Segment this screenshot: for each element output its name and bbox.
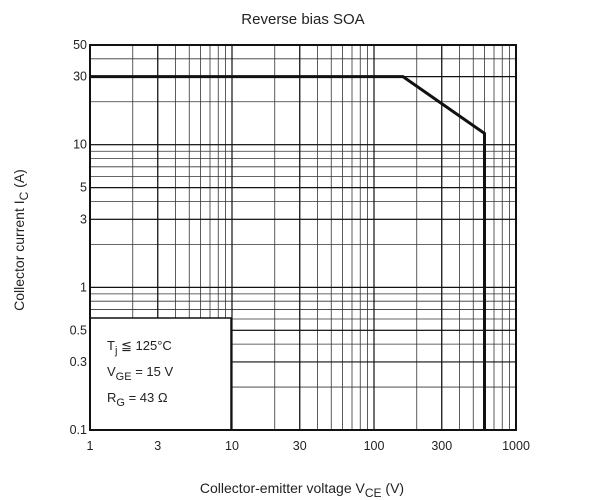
y-tick-label: 10 <box>73 138 87 152</box>
annotation-part: = 43 Ω <box>125 390 168 405</box>
y-axis-label: Collector current IC (A) <box>11 169 31 311</box>
y-label-sub: C <box>17 191 31 200</box>
series-line <box>90 75 486 430</box>
x-tick-label: 300 <box>431 439 452 453</box>
annotation-part: GE <box>116 371 132 383</box>
x-label-sub: CE <box>365 486 382 500</box>
y-tick-label: 50 <box>73 38 87 52</box>
x-label-unit: (V) <box>382 480 405 496</box>
y-tick-label: 5 <box>80 181 87 195</box>
annotation-part: V <box>107 364 116 379</box>
annotation: Tj ≦ 125°C <box>107 338 172 357</box>
x-tick-label: 10 <box>225 439 239 453</box>
plot-frame <box>89 44 517 431</box>
y-tick-label: 30 <box>73 70 87 84</box>
annotation-part: G <box>116 397 125 409</box>
y-tick-label: 0.3 <box>70 355 87 369</box>
annotation: RG = 43 Ω <box>107 390 168 409</box>
x-tick-label: 100 <box>364 439 385 453</box>
annotation-part: R <box>107 390 116 405</box>
x-label-main: Collector-emitter voltage V <box>200 480 366 496</box>
y-label-unit: (A) <box>11 169 27 192</box>
annotation-part: j <box>114 345 117 357</box>
y-label-main: Collector current I <box>11 200 27 310</box>
x-tick-label: 1000 <box>502 439 530 453</box>
x-axis-label: Collector-emitter voltage VCE (V) <box>200 480 404 500</box>
y-tick-label: 0.1 <box>70 423 87 437</box>
x-tick-label: 3 <box>154 439 161 453</box>
annotation-part: ≦ 125°C <box>117 338 171 353</box>
x-tick-label: 30 <box>293 439 307 453</box>
y-tick-label: 3 <box>80 212 87 226</box>
annotation: VGE = 15 V <box>107 364 173 383</box>
x-tick-label: 1 <box>87 439 94 453</box>
y-tick-label: 1 <box>80 280 87 294</box>
chart-title: Reverse bias SOA <box>241 11 364 28</box>
y-tick-label: 0.5 <box>70 323 87 337</box>
annotation-part: T <box>107 338 115 353</box>
annotation-part: = 15 V <box>132 364 174 379</box>
